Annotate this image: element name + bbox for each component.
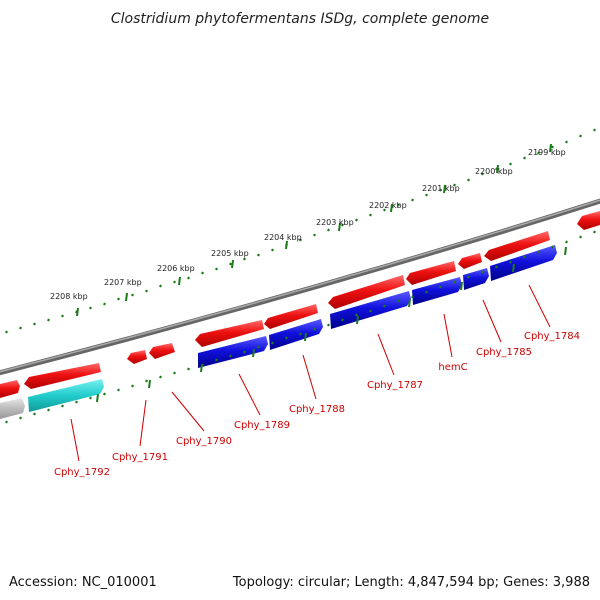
gene-arrow[interactable] [269, 319, 323, 350]
genome-backbone [0, 198, 600, 376]
outer-major-ticks [76, 143, 552, 317]
kbp-label: 2207 kbp [104, 278, 142, 287]
gene-label[interactable]: Cphy_1787 [367, 380, 423, 391]
gene-label[interactable]: Cphy_1788 [289, 404, 345, 415]
kbp-label: 2206 kbp [157, 264, 195, 273]
gene-arrow[interactable] [458, 253, 482, 269]
plus-strand-features [0, 211, 600, 398]
gene-arrow[interactable] [149, 343, 175, 359]
gene-arrow[interactable] [412, 277, 462, 305]
kbp-label: 2201 kbp [422, 184, 460, 193]
kbp-label: 2204 kbp [264, 233, 302, 242]
map-title: Clostridium phytofermentans ISDg, comple… [111, 11, 489, 27]
gene-arrow[interactable] [195, 320, 264, 347]
kbp-labels: 2199 kbp 2200 kbp 2201 kbp 2202 kbp 2203… [50, 148, 566, 301]
gene-arrow[interactable] [463, 268, 489, 290]
kbp-label: 2202 kbp [369, 201, 407, 210]
gene-label[interactable]: Cphy_1784 [524, 331, 580, 342]
kbp-label: 2200 kbp [475, 167, 513, 176]
gene-label[interactable]: Cphy_1785 [476, 347, 532, 358]
gene-arrow[interactable] [264, 304, 318, 329]
gene-arrow[interactable] [0, 398, 25, 419]
gene-arrow[interactable] [28, 379, 104, 412]
accession-text: Accession: NC_010001 [9, 575, 157, 590]
gene-arrow[interactable] [406, 261, 456, 285]
gene-label[interactable]: hemC [438, 362, 467, 373]
inner-major-ticks [96, 246, 567, 403]
kbp-label: 2205 kbp [211, 249, 249, 258]
gene-arrow[interactable] [0, 380, 20, 398]
genome-summary-text: Topology: circular; Length: 4,847,594 bp… [232, 575, 590, 590]
minus-strand-features [0, 245, 557, 419]
gene-arrow[interactable] [484, 231, 550, 261]
gene-arrow[interactable] [24, 363, 101, 389]
gene-label[interactable]: Cphy_1791 [112, 452, 168, 463]
gene-arrow[interactable] [577, 211, 600, 230]
gene-label[interactable]: Cphy_1790 [176, 436, 232, 447]
kbp-label: 2199 kbp [528, 148, 566, 157]
gene-labels: Cphy_1784 Cphy_1785 hemC Cphy_1787 Cphy_… [54, 331, 580, 478]
gene-label[interactable]: Cphy_1789 [234, 420, 290, 431]
gene-arrow[interactable] [127, 350, 147, 364]
gene-arrow[interactable] [328, 275, 405, 309]
gene-label[interactable]: Cphy_1792 [54, 467, 110, 478]
kbp-label: 2208 kbp [50, 292, 88, 301]
leader-lines [70, 284, 551, 462]
outer-tick-ring [5, 128, 596, 334]
gene-arrow[interactable] [490, 245, 557, 281]
kbp-label: 2203 kbp [316, 218, 354, 227]
